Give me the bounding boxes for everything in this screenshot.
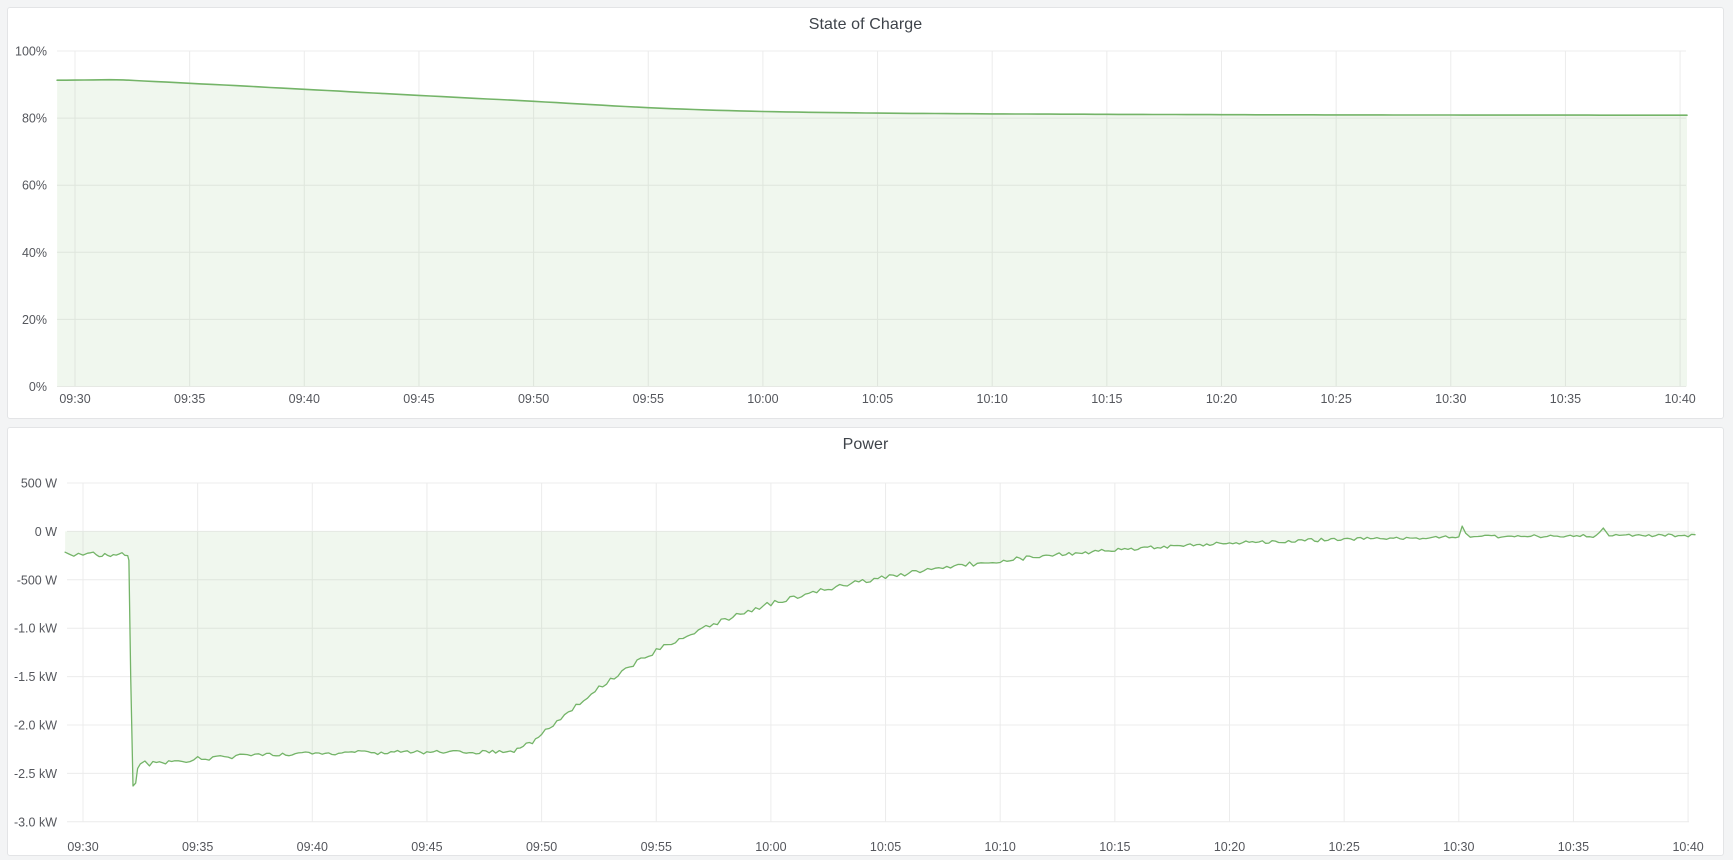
x-tick-label: 10:10 [977,392,1008,406]
x-tick-label: 10:00 [747,392,778,406]
x-tick-label: 09:45 [403,392,434,406]
x-tick-label: 10:25 [1329,840,1360,854]
x-tick-label: 10:05 [862,392,893,406]
y-tick-label: 40% [22,246,47,260]
x-tick-label: 09:40 [297,840,328,854]
x-tick-label: 09:35 [174,392,205,406]
x-tick-label: 09:45 [411,840,442,854]
x-tick-label: 09:30 [67,840,98,854]
x-tick-label: 10:20 [1214,840,1245,854]
series-fill [57,79,1688,387]
x-tick-label: 10:30 [1435,392,1466,406]
x-tick-label: 09:30 [59,392,90,406]
y-tick-label: 80% [22,112,47,126]
y-tick-label: 500 W [21,477,57,491]
x-tick-label: 09:55 [641,840,672,854]
x-tick-label: 09:40 [289,392,320,406]
x-tick-label: 10:15 [1091,392,1122,406]
y-tick-label: -500 W [17,573,57,587]
x-tick-label: 10:10 [985,840,1016,854]
series-fill [65,526,1696,786]
y-tick-label: -2.0 kW [14,719,57,733]
chart-power[interactable]: 500 W 0 W -500 W -1.0 kW -1.5 kW -2.0 kW -2.5 … [8,428,1725,855]
x-tick-label: 10:25 [1321,392,1352,406]
y-tick-label: 60% [22,179,47,193]
x-tick-label: 10:35 [1550,392,1581,406]
x-tick-label: 09:55 [633,392,664,406]
x-tick-label: 10:30 [1443,840,1474,854]
panel-title-power[interactable]: Power [842,436,889,453]
chart-state-of-charge[interactable]: 100% 80% 60% 40% 20% 0% 09:30 09:35 09:40 09:45 09… [8,8,1725,418]
series-line [64,525,1696,787]
y-tick-label: -1.5 kW [14,670,57,684]
x-tick-label: 09:50 [526,840,557,854]
panel-state-of-charge: State of Charge 100% 80% 60% 40% 20% 0% 09:30 0… [7,7,1724,419]
x-tick-label: 10:15 [1099,840,1130,854]
y-tick-label: 0 W [35,525,57,539]
series-line [56,78,1688,116]
x-tick-label: 10:05 [870,840,901,854]
y-tick-label: -2.5 kW [14,767,57,781]
y-tick-label: -1.0 kW [14,622,57,636]
y-tick-label: -3.0 kW [14,815,57,829]
x-tick-label: 10:35 [1558,840,1589,854]
y-tick-label: 0% [29,380,47,394]
y-tick-label: 100% [15,45,47,59]
x-tick-label: 10:20 [1206,392,1237,406]
panel-power: Power 500 W 0 W -500 W -1.0 kW -1.5 kW -2.0 k… [7,427,1724,856]
y-tick-label: 20% [22,313,47,327]
x-tick-label: 09:50 [518,392,549,406]
x-tick-label: 10:00 [755,840,786,854]
x-tick-label: 10:40 [1664,392,1695,406]
panel-title-state-of-charge[interactable]: State of Charge [808,16,923,33]
x-tick-label: 09:35 [182,840,213,854]
x-tick-label: 10:40 [1672,840,1703,854]
